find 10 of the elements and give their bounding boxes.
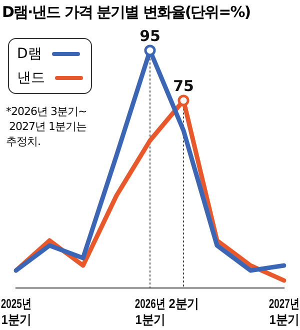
legend-label: 낸드 [17, 69, 45, 87]
x-tick-label: 2025년 1분기 [0, 298, 32, 328]
x-tick-label: 2026년 1분기 [134, 298, 166, 328]
chart-title: D램·낸드 가격 분기별 변화율(단위=%) [2, 3, 250, 22]
x-tick-label: 2027년 1분기 [268, 298, 300, 328]
data-label: 75 [173, 76, 194, 95]
annotation: *2026년 3분기~ 2027년 1분기는 추정치. [6, 104, 87, 149]
data-label: 95 [140, 26, 160, 45]
legend-label: D램 [17, 45, 42, 63]
x-tick-label: 2분기 [168, 296, 198, 312]
